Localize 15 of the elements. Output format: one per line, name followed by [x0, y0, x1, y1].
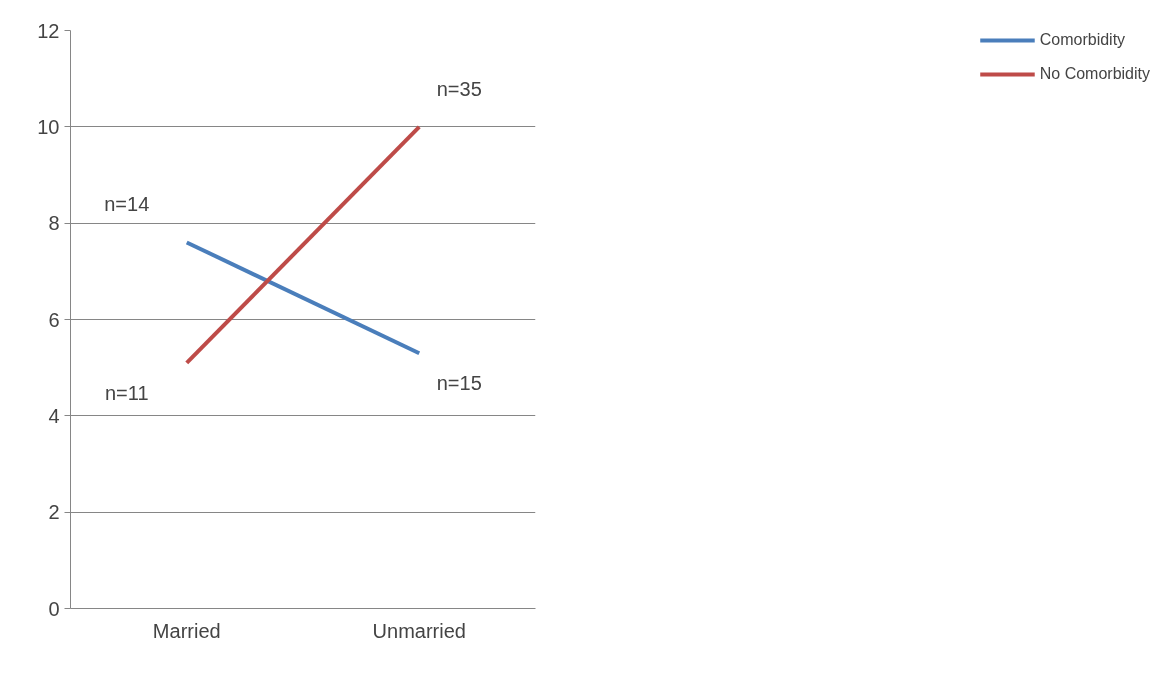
- y-tick-label: 8: [48, 212, 60, 235]
- legend-label: No Comorbidity: [1039, 65, 1150, 83]
- y-tick-label: 0: [48, 597, 60, 620]
- y-tick-label: 6: [48, 308, 60, 331]
- x-tick-label: Married: [152, 619, 221, 642]
- annotation: n=11: [104, 381, 149, 404]
- annotation: n=14: [104, 193, 150, 216]
- annotation: n=15: [436, 372, 482, 395]
- x-tick-label: Unmarried: [372, 619, 466, 642]
- y-tick-label: 12: [37, 19, 60, 42]
- y-tick-label: 10: [37, 115, 60, 138]
- legend-label: Comorbidity: [1039, 31, 1126, 49]
- y-tick-label: 2: [48, 501, 60, 524]
- y-tick-label: 4: [48, 404, 60, 427]
- annotation: n=35: [436, 77, 482, 100]
